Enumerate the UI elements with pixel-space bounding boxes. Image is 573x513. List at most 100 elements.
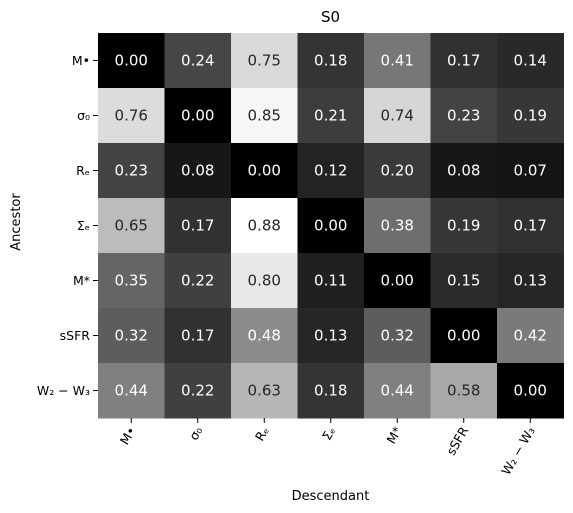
heatmap-cell-r1-c3 xyxy=(297,88,365,144)
x-tick-label: Rₑ xyxy=(252,424,272,444)
heatmap-cell-r5-c5 xyxy=(430,308,498,364)
x-tick-label: sSFR xyxy=(443,424,471,458)
y-tick-label: sSFR xyxy=(60,328,91,343)
heatmap-cell-label-r3-c5: 0.19 xyxy=(447,217,480,235)
heatmap-cell-r4-c3 xyxy=(297,253,365,309)
heatmap-cell-label-r4-c1: 0.22 xyxy=(181,272,214,290)
heatmap-cell-label-r4-c4: 0.00 xyxy=(381,272,414,290)
heatmap-cells: 0.00 0.24 0.75 0.18 0.41 0.17 0.14 0.76 0.00 0.85… xyxy=(98,33,564,419)
chart-title: S0 xyxy=(321,8,340,26)
heatmap-cell-label-r1-c3: 0.21 xyxy=(314,107,347,125)
heatmap-cell-r5-c2 xyxy=(231,308,298,364)
heatmap-cell-r0-c5 xyxy=(430,33,498,89)
heatmap-cell-label-r1-c4: 0.74 xyxy=(381,107,414,125)
heatmap-cell-label-r2-c2: 0.00 xyxy=(248,162,281,180)
heatmap-cell-r5-c3 xyxy=(297,308,365,364)
heatmap-cell-label-r2-c5: 0.08 xyxy=(447,162,480,180)
heatmap-cell-label-r3-c0: 0.65 xyxy=(115,217,148,235)
heatmap-cell-r5-c1 xyxy=(164,308,232,364)
heatmap-cell-r1-c0 xyxy=(98,88,165,144)
heatmap-cell-r3-c6 xyxy=(497,198,564,254)
x-axis-ticks: M• σ₀ Rₑ Σₑ M* sSFR W₂ − W₃ xyxy=(117,418,538,478)
y-tick-label: σ₀ xyxy=(77,108,90,123)
heatmap-cell-r6-c5 xyxy=(430,363,498,419)
heatmap-cell-r0-c1 xyxy=(164,33,232,89)
heatmap-cell-label-r0-c0: 0.00 xyxy=(115,52,148,70)
x-tick-label: Σₑ xyxy=(319,424,339,443)
heatmap-cell-label-r4-c2: 0.80 xyxy=(248,272,281,290)
y-tick-label: Rₑ xyxy=(76,163,90,178)
heatmap-cell-label-r1-c5: 0.23 xyxy=(447,107,480,125)
heatmap-cell-r1-c1 xyxy=(164,88,232,144)
heatmap-cell-r0-c2 xyxy=(231,33,298,89)
heatmap-cell-label-r6-c4: 0.44 xyxy=(381,382,414,400)
heatmap-cell-label-r1-c2: 0.85 xyxy=(248,107,281,125)
heatmap-cell-r0-c4 xyxy=(364,33,431,89)
heatmap-cell-r4-c2 xyxy=(231,253,298,309)
heatmap-cell-r3-c2 xyxy=(231,198,298,254)
heatmap-cell-label-r6-c0: 0.44 xyxy=(115,382,148,400)
heatmap-cell-r6-c1 xyxy=(164,363,232,419)
heatmap-cell-label-r5-c6: 0.42 xyxy=(514,327,547,345)
heatmap-cell-r4-c0 xyxy=(98,253,165,309)
heatmap-cell-r0-c6 xyxy=(497,33,564,89)
heatmap-cell-label-r2-c3: 0.12 xyxy=(314,162,347,180)
heatmap-cell-label-r3-c1: 0.17 xyxy=(181,217,214,235)
heatmap-cell-label-r0-c2: 0.75 xyxy=(248,52,281,70)
heatmap-cell-r6-c0 xyxy=(98,363,165,419)
heatmap-cell-label-r0-c5: 0.17 xyxy=(447,52,480,70)
heatmap-cell-r6-c4 xyxy=(364,363,431,419)
heatmap-cell-r3-c1 xyxy=(164,198,232,254)
heatmap-cell-r5-c6 xyxy=(497,308,564,364)
heatmap-cell-label-r1-c1: 0.00 xyxy=(181,107,214,125)
heatmap-cell-label-r4-c5: 0.15 xyxy=(447,272,480,290)
heatmap-cell-label-r2-c0: 0.23 xyxy=(115,162,148,180)
heatmap-cell-label-r0-c6: 0.14 xyxy=(514,52,547,70)
y-tick-label: M* xyxy=(73,273,90,288)
heatmap-cell-r6-c3 xyxy=(297,363,365,419)
y-tick-label: Σₑ xyxy=(77,218,90,233)
heatmap-cell-label-r6-c3: 0.18 xyxy=(314,382,347,400)
heatmap-cell-r0-c0 xyxy=(98,33,165,89)
heatmap-cell-label-r6-c2: 0.63 xyxy=(248,382,281,400)
heatmap-cell-r1-c4 xyxy=(364,88,431,144)
heatmap-cell-label-r5-c5: 0.00 xyxy=(447,327,480,345)
heatmap-cell-r4-c1 xyxy=(164,253,232,309)
y-tick-label: W₂ − W₃ xyxy=(37,383,90,398)
heatmap-cell-r4-c6 xyxy=(497,253,564,309)
x-tick-label: W₂ − W₃ xyxy=(498,424,538,478)
heatmap-cell-label-r2-c4: 0.20 xyxy=(381,162,414,180)
heatmap-cell-label-r1-c0: 0.76 xyxy=(115,107,148,125)
heatmap-cell-r4-c4 xyxy=(364,253,431,309)
heatmap-cell-label-r5-c0: 0.32 xyxy=(115,327,148,345)
heatmap-cell-label-r0-c1: 0.24 xyxy=(181,52,214,70)
heatmap-cell-r2-c2 xyxy=(231,143,298,199)
heatmap-cell-label-r5-c1: 0.17 xyxy=(181,327,214,345)
heatmap-cell-r5-c0 xyxy=(98,308,165,364)
heatmap-cell-r3-c3 xyxy=(297,198,365,254)
heatmap-cell-r4-c5 xyxy=(430,253,498,309)
heatmap-cell-r2-c0 xyxy=(98,143,165,199)
heatmap-cell-label-r2-c1: 0.08 xyxy=(181,162,214,180)
heatmap-cell-r2-c5 xyxy=(430,143,498,199)
heatmap-cell-label-r3-c6: 0.17 xyxy=(514,217,547,235)
heatmap-cell-label-r3-c3: 0.00 xyxy=(314,217,347,235)
heatmap-cell-r3-c4 xyxy=(364,198,431,254)
heatmap-cell-label-r0-c4: 0.41 xyxy=(381,52,414,70)
heatmap-cell-label-r2-c6: 0.07 xyxy=(514,162,547,180)
heatmap-cell-label-r1-c6: 0.19 xyxy=(514,107,547,125)
x-tick-label: M• xyxy=(117,424,139,447)
heatmap-cell-label-r4-c6: 0.13 xyxy=(514,272,547,290)
heatmap-cell-r2-c4 xyxy=(364,143,431,199)
heatmap-cell-label-r3-c2: 0.88 xyxy=(248,217,281,235)
y-axis-title: Ancestor xyxy=(9,193,24,251)
heatmap-cell-label-r6-c1: 0.22 xyxy=(181,382,214,400)
y-axis-ticks: M• σ₀ Rₑ Σₑ M* sSFR W₂ − W₃ xyxy=(37,53,98,398)
x-tick-label: M* xyxy=(383,424,405,446)
heatmap-cell-r6-c6 xyxy=(497,363,564,419)
heatmap-cell-label-r6-c6: 0.00 xyxy=(514,382,547,400)
heatmap-cell-r2-c6 xyxy=(497,143,564,199)
heatmap-cell-r6-c2 xyxy=(231,363,298,419)
heatmap-cell-r3-c5 xyxy=(430,198,498,254)
